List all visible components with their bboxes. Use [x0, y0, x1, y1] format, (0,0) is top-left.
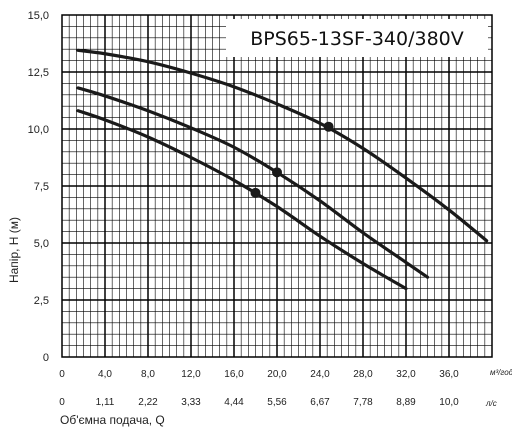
x-tick-label: 24,0: [310, 369, 330, 380]
curves-group: [76, 48, 489, 291]
y-tick-label: 5,0: [34, 238, 49, 250]
pump-curve-3: [76, 109, 408, 291]
y-tick-label: 0: [43, 352, 49, 364]
x-tick-label-secondary: 2,22: [138, 397, 158, 408]
x-unit-secondary: л/с: [485, 399, 497, 408]
x-tick-label: 16,0: [224, 369, 244, 380]
y-axis-label: Напір, Н (м): [7, 217, 21, 283]
x-tick-labels: 0 4,0 8,0 12,0 16,0 20,0 24,0 28,0 32,0 36,0: [59, 369, 459, 380]
y-tick-label: 15,0: [28, 10, 49, 22]
x-tick-label-secondary: 4,44: [224, 397, 244, 408]
x-tick-labels-secondary: 0 1,11 2,22 3,33 4,44 5,56 6,67 7,78 8,89 10,0: [59, 397, 459, 408]
x-tick-label-secondary: 5,56: [267, 397, 287, 408]
x-tick-label-secondary: 8,89: [396, 397, 416, 408]
x-tick-label: 20,0: [267, 369, 287, 380]
x-tick-label: 36,0: [439, 369, 459, 380]
y-tick-label: 10,0: [28, 124, 49, 136]
title-box: BPS65-13SF-340/380V: [226, 19, 488, 57]
y-tick-labels: 0 2,5 5,0 7,5 10,0 12,5 15,0: [28, 10, 49, 364]
x-tick-label-secondary: 10,0: [439, 397, 459, 408]
x-axis-label: Об'ємна подача, Q: [60, 413, 165, 427]
x-tick-label: 28,0: [353, 369, 373, 380]
plot-frame: [61, 14, 493, 358]
x-tick-label-secondary: 3,33: [181, 397, 201, 408]
y-tick-label: 7,5: [34, 181, 49, 193]
x-tick-label: 32,0: [396, 369, 416, 380]
x-tick-label-secondary: 7,78: [353, 397, 373, 408]
pump-curve-2: [76, 86, 430, 279]
operating-point-marker-2: [272, 167, 282, 178]
chart-title: BPS65-13SF-340/380V: [250, 28, 464, 50]
title-box-background: [226, 19, 488, 57]
y-tick-label: 2,5: [34, 295, 49, 307]
markers-group: [250, 121, 334, 198]
operating-point-marker-3: [250, 187, 261, 198]
major-grid: [62, 15, 492, 357]
x-unit-primary: м³/год: [490, 368, 512, 377]
x-tick-label: 0: [59, 369, 65, 380]
y-tick-label: 12,5: [28, 67, 49, 79]
x-tick-label-secondary: 1,11: [96, 397, 115, 408]
pump-curve-1: [76, 48, 489, 243]
operating-point-marker-1: [323, 121, 334, 132]
x-tick-label: 12,0: [181, 369, 201, 380]
x-tick-label: 4,0: [98, 369, 112, 380]
x-tick-label-secondary: 6,67: [310, 397, 330, 408]
x-tick-label-secondary: 0: [59, 397, 65, 408]
x-tick-label: 8,0: [141, 369, 155, 380]
